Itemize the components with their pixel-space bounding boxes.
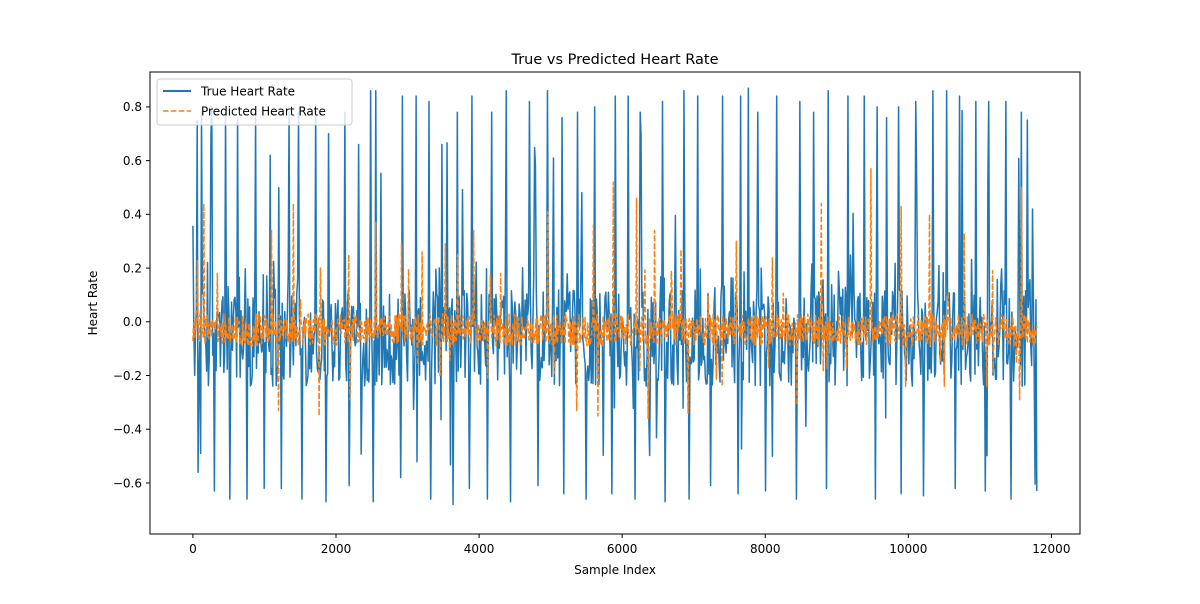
x-tick-label: 6000 — [607, 542, 638, 556]
y-tick-label: 0.6 — [123, 154, 142, 168]
y-tick-label: −0.4 — [113, 423, 142, 437]
x-tick-label: 12000 — [1032, 542, 1070, 556]
legend: True Heart Rate Predicted Heart Rate — [156, 78, 353, 126]
y-tick-label: 0.8 — [123, 100, 142, 114]
y-axis: −0.6 −0.4 −0.2 0.0 0.2 0.4 0.6 0.8 — [113, 100, 150, 490]
y-tick-label: 0.4 — [123, 208, 142, 222]
chart-title: True vs Predicted Heart Rate — [510, 52, 718, 68]
x-tick-label: 0 — [189, 542, 197, 556]
y-axis-label: Heart Rate — [86, 271, 100, 336]
legend-label-predicted: Predicted Heart Rate — [201, 105, 326, 119]
y-tick-label: −0.2 — [113, 369, 142, 383]
y-tick-label: 0.0 — [123, 315, 142, 329]
y-tick-label: −0.6 — [113, 476, 142, 490]
series-line-predicted — [192, 167, 1038, 420]
legend-label-true: True Heart Rate — [200, 85, 295, 99]
x-axis: 0 2000 4000 6000 8000 10000 12000 — [189, 534, 1070, 556]
plot-area — [192, 87, 1038, 506]
plot-frame — [149, 71, 1081, 535]
x-tick-label: 10000 — [889, 542, 927, 556]
legend-box — [156, 78, 353, 126]
x-tick-label: 8000 — [750, 542, 781, 556]
series-layer — [192, 87, 1038, 506]
y-tick-label: 0.2 — [123, 261, 142, 275]
series-line-true — [192, 87, 1038, 506]
x-tick-label: 2000 — [321, 542, 352, 556]
x-axis-label: Sample Index — [574, 563, 656, 577]
x-tick-label: 4000 — [464, 542, 495, 556]
